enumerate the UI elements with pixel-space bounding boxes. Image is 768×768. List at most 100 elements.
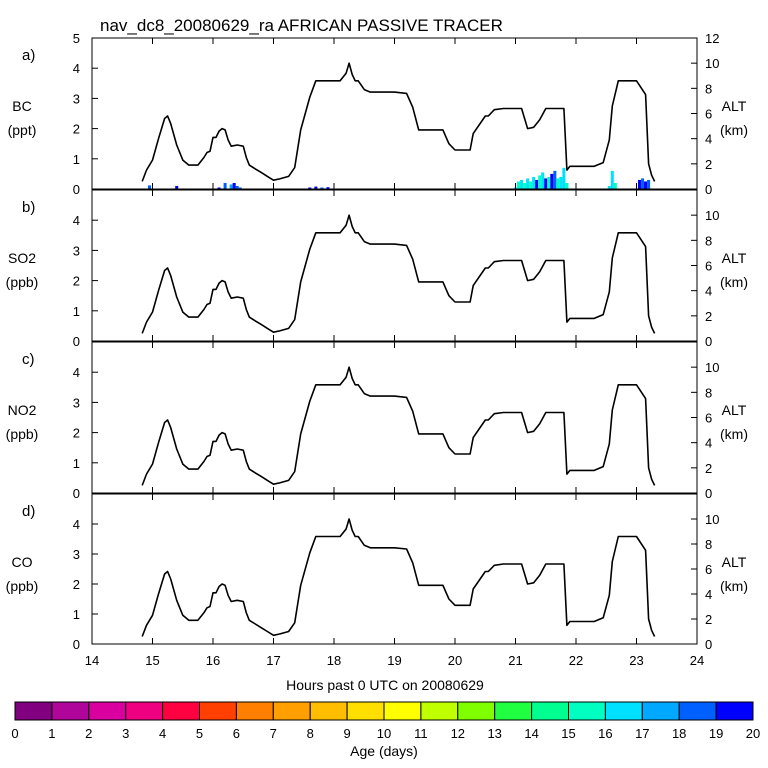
x-tick-label: 17	[266, 653, 280, 668]
tracer-bar	[532, 176, 536, 189]
unit-label: (ppb)	[6, 274, 39, 290]
x-axis-label: Hours past 0 UTC on 20080629	[286, 677, 484, 693]
panel-letter: c)	[22, 351, 35, 368]
y2-tick-label: 10	[705, 360, 719, 375]
colorbar-tick-label: 3	[122, 726, 129, 741]
colorbar-tick-label: 10	[377, 726, 391, 741]
tracer-bar	[308, 187, 312, 189]
tracer-bar	[553, 170, 557, 189]
colorbar-label: Age (days)	[350, 743, 418, 759]
colorbar-swatch	[51, 701, 90, 721]
colorbar-tick-label: 13	[487, 726, 501, 741]
y-tick-label: 0	[73, 334, 80, 349]
colorbar-swatch	[420, 701, 459, 721]
colorbar-tick-label: 11	[414, 726, 428, 741]
y-tick-label: 4	[73, 517, 80, 532]
x-tick-label: 19	[387, 653, 401, 668]
y-tick-label: 3	[73, 91, 80, 106]
plot-frame	[91, 341, 698, 494]
tracer-bar	[638, 179, 642, 189]
colorbar-swatch	[199, 701, 237, 721]
y-tick-label: 1	[73, 607, 80, 622]
colorbar-swatch	[272, 701, 311, 721]
tracer-bar	[326, 187, 330, 189]
colorbar-swatch	[125, 701, 164, 721]
y2-tick-label: 8	[705, 385, 712, 400]
tracer-bar	[229, 184, 233, 189]
y2-tick-label: 4	[705, 284, 712, 299]
tracer-bar	[320, 187, 324, 189]
y2-tick-label: 0	[705, 486, 712, 501]
unit-label: (ppb)	[6, 578, 39, 594]
x-tick-label: 22	[569, 653, 583, 668]
age-colorbar: 0 1 2 3 4 5 6 7 8 9 10 11 12 13 14 15 16 17 18 19 20	[11, 701, 760, 741]
y2-tick-label: 0	[705, 334, 712, 349]
tracer-bar	[647, 179, 651, 189]
colorbar-swatch	[14, 701, 53, 721]
y2-tick-label: 2	[705, 461, 712, 476]
y-tick-label: 2	[73, 426, 80, 441]
plot-frame	[91, 37, 698, 190]
tracer-bar	[520, 179, 524, 189]
panel-letter: b)	[22, 199, 35, 216]
y-tick-label: 4	[73, 365, 80, 380]
colorbar-tick-label: 18	[672, 726, 686, 741]
colorbar-tick-label: 9	[343, 726, 350, 741]
tracer-bar	[544, 178, 548, 189]
species-label: BC	[12, 98, 31, 114]
y-tick-label: 2	[73, 577, 80, 592]
alt-unit-label: (km)	[720, 578, 748, 594]
y2-tick-label: 6	[705, 562, 712, 577]
altitude-line	[141, 214, 656, 334]
panel-letter: a)	[22, 47, 35, 64]
tracer-bar	[217, 187, 221, 189]
y-tick-label: 2	[73, 274, 80, 289]
alt-unit-label: (km)	[720, 122, 748, 138]
colorbar-swatch	[457, 701, 496, 721]
y2-tick-label: 8	[705, 233, 712, 248]
tracer-bar	[610, 170, 614, 189]
alt-label: ALT	[722, 554, 747, 570]
tracer-bar	[535, 179, 539, 189]
tracer-bar	[565, 182, 569, 189]
y2-tick-label: 4	[705, 587, 712, 602]
colorbar-tick-label: 5	[196, 726, 203, 741]
colorbar-swatch	[383, 701, 422, 721]
colorbar-swatch	[235, 701, 274, 721]
colorbar-tick-label: 6	[233, 726, 240, 741]
tracer-bar	[547, 176, 551, 189]
tracer-bar	[562, 167, 566, 189]
y2-tick-label: 4	[705, 132, 712, 147]
colorbar-swatch	[604, 701, 643, 721]
panels-group: 012345024681012a)BC(ppt)ALT(km)012340246…	[6, 31, 748, 668]
x-tick-label: 20	[448, 653, 462, 668]
y-tick-label: 1	[73, 456, 80, 471]
tracer-bar	[644, 181, 648, 189]
colorbar-tick-label: 12	[451, 726, 465, 741]
y2-tick-label: 8	[705, 81, 712, 96]
colorbar-swatch	[568, 701, 606, 721]
alt-unit-label: (km)	[720, 274, 748, 290]
x-tick-label: 16	[206, 653, 220, 668]
panel-c: 0 1 2 3 4 0 2 4 6 8 10 c) NO2 (ppb) ALT (km)	[6, 341, 748, 501]
colorbar-tick-label: 0	[11, 726, 18, 741]
colorbar-tick-label: 8	[307, 726, 314, 741]
y-tick-label: 3	[73, 243, 80, 258]
tracer-bar	[613, 182, 617, 189]
x-tick-label: 14	[85, 653, 99, 668]
y2-tick-label: 10	[705, 512, 719, 527]
colorbar-swatch	[346, 701, 385, 721]
altitude-line	[141, 366, 656, 486]
colorbar-swatch	[162, 701, 201, 721]
y-tick-label: 4	[73, 213, 80, 228]
colorbar-swatch	[494, 701, 533, 721]
species-label: SO2	[8, 250, 36, 266]
species-label: NO2	[8, 402, 37, 418]
y2-tick-label: 6	[705, 259, 712, 274]
x-tick-label: 24	[690, 653, 704, 668]
colorbar-tick-label: 15	[561, 726, 575, 741]
colorbar-tick-label: 20	[746, 726, 760, 741]
y2-tick-label: 4	[705, 436, 712, 451]
